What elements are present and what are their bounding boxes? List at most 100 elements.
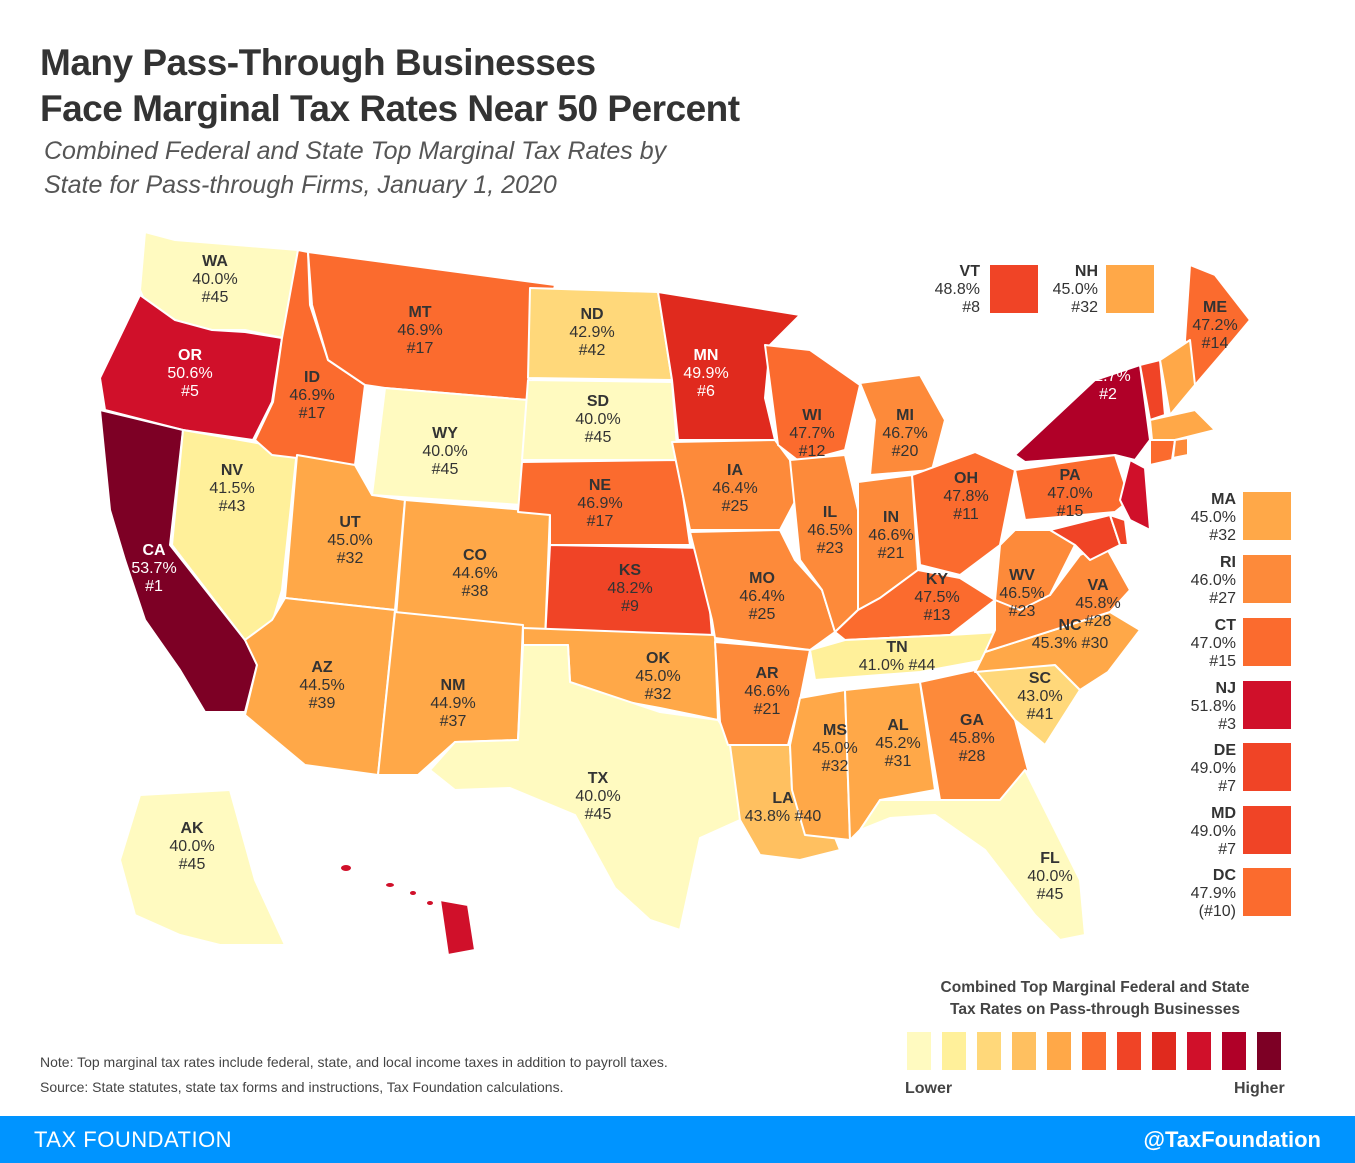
state-shape-va[interactable]: [984, 544, 1131, 653]
legend-swatch-8: [1152, 1032, 1176, 1070]
state-rate-in: 46.6%: [868, 527, 913, 544]
state-abbr-nv: NV: [221, 462, 244, 479]
subtitle-line-1: Combined Federal and State Top Marginal …: [44, 137, 667, 165]
state-abbr-ms: MS: [823, 722, 847, 739]
state-shape-vt[interactable]: [1139, 359, 1166, 421]
state-rank-ia: #25: [722, 498, 749, 515]
state-rate-nd: 42.9%: [569, 324, 614, 341]
hawaii-island-3[interactable]: [408, 889, 418, 897]
inset-box-vt[interactable]: [990, 265, 1038, 313]
state-rate-id: 46.9%: [289, 387, 334, 404]
title-line-1: Many Pass-Through Businesses: [40, 42, 596, 83]
state-rank-hi: #4: [383, 941, 401, 958]
inset-box-ma[interactable]: [1243, 492, 1291, 540]
state-shape-de[interactable]: [1109, 514, 1129, 546]
legend-high-label: Higher: [1234, 1080, 1285, 1097]
state-rank-az: #39: [309, 695, 336, 712]
legend-swatch-3: [977, 1032, 1001, 1070]
state-shape-wv[interactable]: [994, 529, 1076, 611]
subtitle-line-2: State for Pass-through Firms, January 1,…: [44, 171, 557, 199]
state-shape-me[interactable]: [1184, 264, 1251, 386]
state-shape-hi[interactable]: [439, 899, 476, 956]
state-abbr-hi: HI: [384, 905, 400, 922]
state-abbr-or: OR: [178, 347, 202, 364]
state-abbr-az: AZ: [311, 659, 333, 676]
state-shape-md[interactable]: [1049, 514, 1121, 561]
inset-abbr-nh: NH: [1075, 263, 1098, 280]
state-rank-mi: #20: [892, 443, 919, 460]
state-rate-ut: 45.0%: [327, 532, 372, 549]
inset-box-md[interactable]: [1243, 806, 1291, 854]
state-shape-ct[interactable]: [1149, 439, 1176, 466]
footer-handle[interactable]: @TaxFoundation: [1143, 1127, 1321, 1152]
state-rate-mt: 46.9%: [397, 322, 442, 339]
state-rate-ak: 40.0%: [169, 838, 214, 855]
state-rank-ok: #32: [645, 686, 672, 703]
state-abbr-in: IN: [883, 509, 899, 526]
state-rate-il: 46.5%: [807, 522, 852, 539]
state-rank-tx: #45: [585, 806, 612, 823]
state-shape-nh[interactable]: [1159, 339, 1196, 416]
state-rank-nm: #37: [440, 713, 467, 730]
state-shape-ca[interactable]: [99, 409, 258, 713]
inset-abbr-ct: CT: [1215, 617, 1237, 634]
inset-box-nh[interactable]: [1106, 265, 1154, 313]
state-rank-wi: #12: [799, 443, 826, 460]
state-rate-sc: 43.0%: [1017, 688, 1062, 705]
state-rate-me: 47.2%: [1192, 317, 1237, 334]
state-shape-ma[interactable]: [1149, 409, 1216, 441]
inset-rank-md: #7: [1218, 841, 1236, 858]
map-subtitle: Combined Federal and State Top Marginal …: [44, 134, 666, 202]
state-rate-co: 44.6%: [452, 565, 497, 582]
state-rank-wa: #45: [202, 289, 229, 306]
state-rate-mn: 49.9%: [683, 365, 728, 382]
state-shape-mn[interactable]: [657, 291, 801, 441]
hawaii-island-2[interactable]: [384, 881, 396, 889]
state-shape-nc[interactable]: [974, 611, 1141, 691]
inset-rate-nj: 51.8%: [1191, 698, 1236, 715]
state-rank-sc: #41: [1027, 706, 1054, 723]
state-shape-ri[interactable]: [1172, 437, 1189, 459]
state-shape-tx[interactable]: [429, 644, 741, 931]
state-rate-ga: 45.8%: [949, 730, 994, 747]
hawaii-island-1[interactable]: [339, 863, 353, 873]
inset-box-ct[interactable]: [1243, 618, 1291, 666]
small-state-insets: VT48.8%#8NH45.0%#32MA45.0%#32RI46.0%#27C…: [935, 263, 1291, 920]
footer-bar: TAX FOUNDATION @TaxFoundation: [0, 1116, 1355, 1163]
state-rate-ms: 45.0%: [812, 740, 857, 757]
state-rank-va: #28: [1085, 613, 1112, 630]
inset-rank-dc: (#10): [1199, 903, 1236, 920]
state-shape-ak[interactable]: [119, 789, 286, 946]
state-abbr-va: VA: [1087, 577, 1108, 594]
inset-rank-de: #7: [1218, 778, 1236, 795]
state-shape-fl[interactable]: [859, 769, 1086, 941]
inset-box-dc[interactable]: [1243, 868, 1291, 916]
state-abbr-ak: AK: [180, 820, 204, 837]
inset-rank-vt: #8: [962, 299, 980, 316]
state-abbr-co: CO: [463, 547, 487, 564]
legend-swatch-4: [1012, 1032, 1036, 1070]
state-rate-ne: 46.9%: [577, 495, 622, 512]
state-rate-ca: 53.7%: [131, 560, 176, 577]
state-shape-ny[interactable]: [1014, 364, 1151, 463]
state-rank-ks: #9: [621, 598, 639, 615]
inset-box-de[interactable]: [1243, 743, 1291, 791]
legend-swatch-7: [1117, 1032, 1141, 1070]
state-abbr-ut: UT: [339, 514, 361, 531]
state-rate-oh: 47.8%: [943, 488, 988, 505]
inset-box-ri[interactable]: [1243, 555, 1291, 603]
state-shape-nj[interactable]: [1119, 459, 1151, 531]
state-shape-wi[interactable]: [764, 344, 861, 463]
state-rank-co: #38: [462, 583, 489, 600]
state-rank-sd: #45: [585, 429, 612, 446]
hawaii-island-4[interactable]: [425, 899, 435, 907]
state-rate-ia: 46.4%: [712, 480, 757, 497]
state-rate-sd: 40.0%: [575, 411, 620, 428]
footer-brand[interactable]: TAX FOUNDATION: [34, 1127, 233, 1152]
inset-rank-nj: #3: [1218, 716, 1236, 733]
inset-rate-ri: 46.0%: [1191, 572, 1236, 589]
inset-abbr-dc: DC: [1213, 867, 1237, 884]
inset-box-nj[interactable]: [1243, 681, 1291, 729]
state-rank-ar: #21: [754, 701, 781, 718]
inset-rate-ma: 45.0%: [1191, 509, 1236, 526]
